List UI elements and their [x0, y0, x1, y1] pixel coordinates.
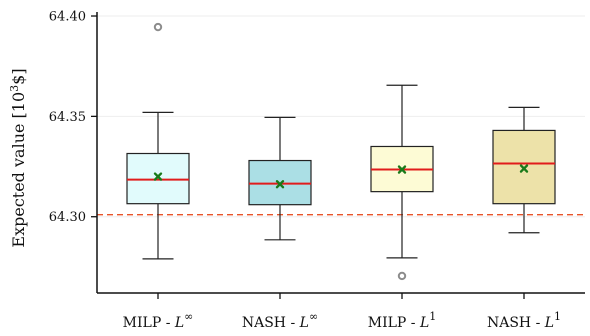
mean-marker — [153, 172, 163, 181]
mean-marker — [397, 165, 407, 174]
y-tick-label: 64.35 — [49, 110, 86, 125]
boxes-layer — [126, 22, 556, 281]
outlier-point — [397, 271, 407, 281]
x-tick-label: NASH - L1 — [487, 310, 561, 331]
grid-layer — [97, 15, 585, 218]
box-group — [370, 84, 434, 281]
box-group — [126, 22, 190, 260]
y-axis-title: Expected value [103$] — [8, 68, 28, 247]
outlier-point — [153, 22, 163, 32]
box-iqr — [126, 152, 190, 205]
x-tick-label: NASH - L∞ — [242, 310, 318, 331]
mean-marker — [519, 164, 529, 173]
x-tick-label: MILP - L∞ — [123, 310, 194, 331]
x-tick-label: MILP - L1 — [368, 310, 437, 331]
box-group — [248, 116, 312, 241]
y-tick-label: 64.40 — [49, 10, 86, 25]
axes-layer: 64.30 64.35 64.40 MILP - L∞ NASH - L∞ MILP - … — [49, 10, 585, 331]
y-tick-label: 64.30 — [49, 210, 86, 225]
box-group — [492, 106, 556, 234]
mean-marker — [275, 180, 285, 189]
box-iqr — [492, 129, 556, 205]
